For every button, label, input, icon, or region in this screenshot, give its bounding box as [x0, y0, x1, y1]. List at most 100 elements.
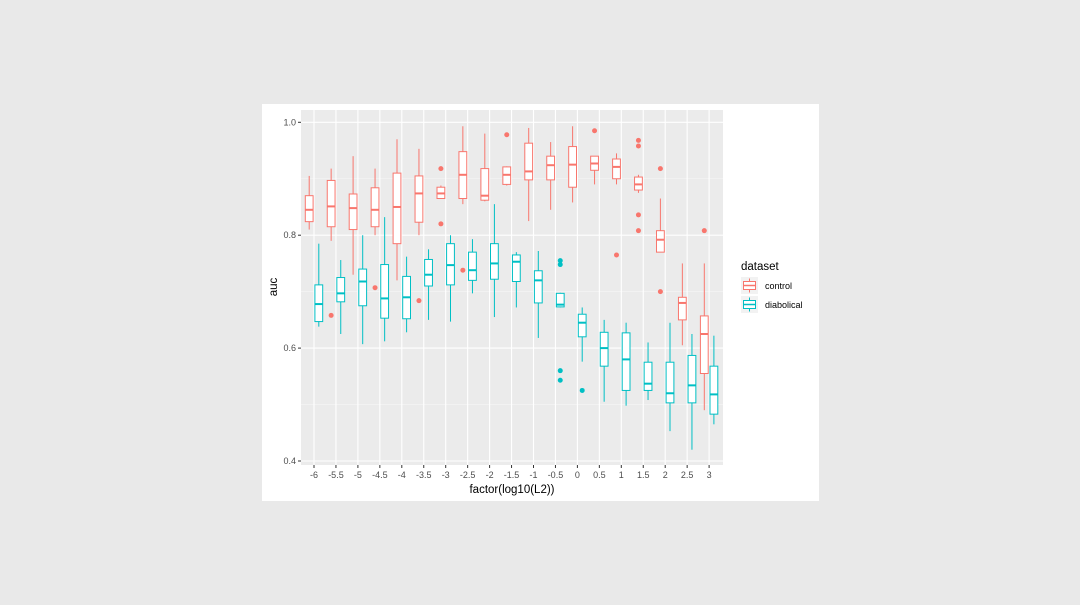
box-diabolical--3 — [446, 235, 455, 322]
x-tick-label: -5 — [354, 470, 362, 480]
box-body — [490, 243, 499, 280]
box-control--6 — [304, 175, 314, 230]
legend-title: dataset — [741, 261, 780, 273]
x-tick-label: -1.5 — [504, 470, 520, 480]
outlier-point — [579, 387, 585, 393]
box-body — [370, 187, 380, 228]
y-tick-label: 1.0 — [283, 117, 296, 127]
box-control--2 — [480, 133, 490, 202]
x-tick-label: -4 — [398, 470, 406, 480]
x-tick-label: -6 — [310, 470, 318, 480]
box-body — [511, 254, 521, 282]
box-body — [621, 332, 631, 391]
box-body — [709, 365, 719, 415]
outlier-point — [557, 377, 563, 383]
outlier-point — [557, 262, 563, 268]
box-diabolical-0.5 — [599, 319, 609, 402]
box-control--1 — [524, 127, 534, 222]
x-tick-label: -2 — [486, 470, 494, 480]
y-axis-title: auc — [268, 277, 280, 296]
x-tick-label: 1 — [619, 470, 624, 480]
box-body — [546, 155, 556, 181]
box-control-3 — [699, 228, 709, 411]
outlier-point — [557, 368, 563, 374]
box-control--0.5 — [546, 142, 556, 210]
outlier-point — [701, 228, 707, 234]
box-diabolical-2 — [665, 322, 675, 432]
box-control-2 — [656, 166, 665, 295]
box-body — [480, 168, 490, 201]
box-body — [599, 331, 609, 367]
x-tick-label: -3.5 — [416, 470, 432, 480]
outlier-point — [438, 221, 444, 227]
series-control — [304, 126, 709, 411]
box-body — [424, 258, 433, 287]
outlier-point — [614, 252, 619, 258]
box-body — [468, 251, 477, 281]
box-diabolical--1 — [533, 251, 543, 338]
box-body — [555, 292, 565, 308]
x-tick-label: -3 — [442, 470, 450, 480]
legend-label: diabolical — [765, 300, 803, 310]
box-diabolical--4 — [402, 256, 411, 333]
box-series — [304, 126, 719, 450]
x-tick-label: 2.5 — [681, 470, 694, 480]
box-body — [326, 179, 336, 228]
box-control--5.5 — [326, 168, 336, 318]
box-diabolical-0 — [577, 307, 587, 393]
box-diabolical--0.5 — [555, 258, 565, 383]
box-diabolical--6 — [314, 243, 324, 327]
box-diabolical--5 — [358, 235, 368, 345]
outlier-point — [635, 143, 641, 149]
box-control--3 — [436, 166, 446, 227]
box-body — [665, 361, 675, 404]
x-tick-label: 2 — [663, 470, 668, 480]
outlier-point — [635, 137, 641, 143]
outlier-point — [438, 166, 444, 172]
box-control-0 — [568, 126, 578, 203]
box-diabolical--4.5 — [380, 217, 390, 342]
box-diabolical-3 — [709, 335, 719, 425]
outlier-point — [328, 312, 334, 318]
x-axis-title: factor(log10(L2)) — [469, 484, 554, 496]
box-body — [380, 264, 390, 319]
boxplot-chart: 0.40.60.81.0 -6 -5.5 -5 -4.5 -4 -3.5 -3 -2.5 -2-… — [268, 110, 803, 496]
box-body — [677, 296, 687, 321]
box-control-1.5 — [634, 137, 643, 234]
box-body — [533, 270, 543, 304]
box-body — [643, 361, 653, 391]
box-diabolical--3.5 — [424, 249, 433, 320]
outlier-point — [504, 132, 510, 138]
box-control-1 — [612, 153, 621, 258]
outlier-point — [460, 267, 466, 273]
box-body — [392, 172, 402, 245]
x-tick-label: -0.5 — [548, 470, 564, 480]
legend-item-diabolical: diabolical — [741, 296, 803, 313]
y-tick-label: 0.8 — [283, 230, 296, 240]
box-diabolical-2.5 — [687, 333, 697, 450]
box-control--4 — [392, 139, 402, 281]
box-control--2.5 — [458, 126, 468, 273]
outlier-point — [635, 212, 641, 218]
box-control-0.5 — [590, 128, 599, 185]
box-control--3.5 — [414, 148, 424, 304]
legend-item-control: control — [741, 277, 792, 294]
outlier-point — [372, 285, 378, 291]
box-diabolical--2.5 — [468, 239, 477, 294]
box-body — [687, 354, 697, 404]
x-tick-label: 3 — [707, 470, 712, 480]
x-tick-label: -1 — [529, 470, 537, 480]
box-body — [568, 146, 578, 188]
outlier-point — [416, 298, 422, 304]
box-diabolical--2 — [490, 204, 499, 318]
box-body — [524, 142, 534, 181]
box-control--4.5 — [370, 168, 380, 291]
legend: dataset control diabolical — [741, 261, 803, 313]
box-diabolical--1.5 — [511, 252, 521, 308]
outlier-point — [592, 128, 598, 134]
x-tick-label: -4.5 — [372, 470, 388, 480]
box-body — [414, 175, 424, 223]
major-gridlines — [301, 110, 723, 465]
y-tick-label: 0.4 — [283, 456, 296, 466]
y-axis: 0.4 0.6 0.8 1.0 — [283, 117, 301, 466]
